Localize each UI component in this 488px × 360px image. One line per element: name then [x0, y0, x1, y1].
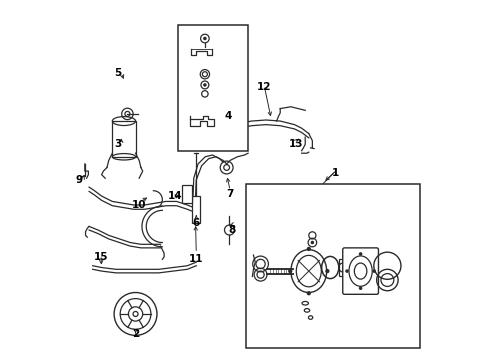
Circle shape: [306, 291, 310, 296]
Bar: [178, 24, 247, 152]
Circle shape: [203, 37, 206, 40]
Text: 15: 15: [94, 252, 108, 262]
Circle shape: [287, 269, 292, 273]
Text: 11: 11: [189, 253, 203, 264]
Circle shape: [325, 269, 329, 273]
Circle shape: [203, 83, 206, 87]
Text: 4: 4: [224, 111, 232, 121]
Text: 8: 8: [228, 225, 235, 235]
Bar: [339, 258, 347, 276]
Text: 6: 6: [192, 218, 200, 228]
Text: 14: 14: [167, 191, 182, 201]
Circle shape: [358, 287, 362, 290]
Circle shape: [372, 269, 375, 273]
Bar: [192, 196, 200, 223]
Text: 1: 1: [331, 168, 339, 178]
Text: 13: 13: [288, 139, 303, 149]
Circle shape: [358, 252, 362, 256]
FancyBboxPatch shape: [342, 248, 378, 294]
Text: 10: 10: [132, 200, 146, 210]
Text: 9: 9: [76, 175, 83, 185]
Bar: [182, 185, 192, 203]
Bar: [246, 184, 419, 348]
Text: 7: 7: [226, 189, 233, 199]
Text: 2: 2: [132, 329, 139, 339]
Text: 5: 5: [114, 68, 121, 78]
Circle shape: [310, 241, 313, 244]
Bar: [112, 121, 135, 157]
Circle shape: [345, 269, 348, 273]
Circle shape: [306, 247, 310, 251]
Text: 3: 3: [114, 139, 121, 149]
Text: 12: 12: [256, 82, 271, 92]
